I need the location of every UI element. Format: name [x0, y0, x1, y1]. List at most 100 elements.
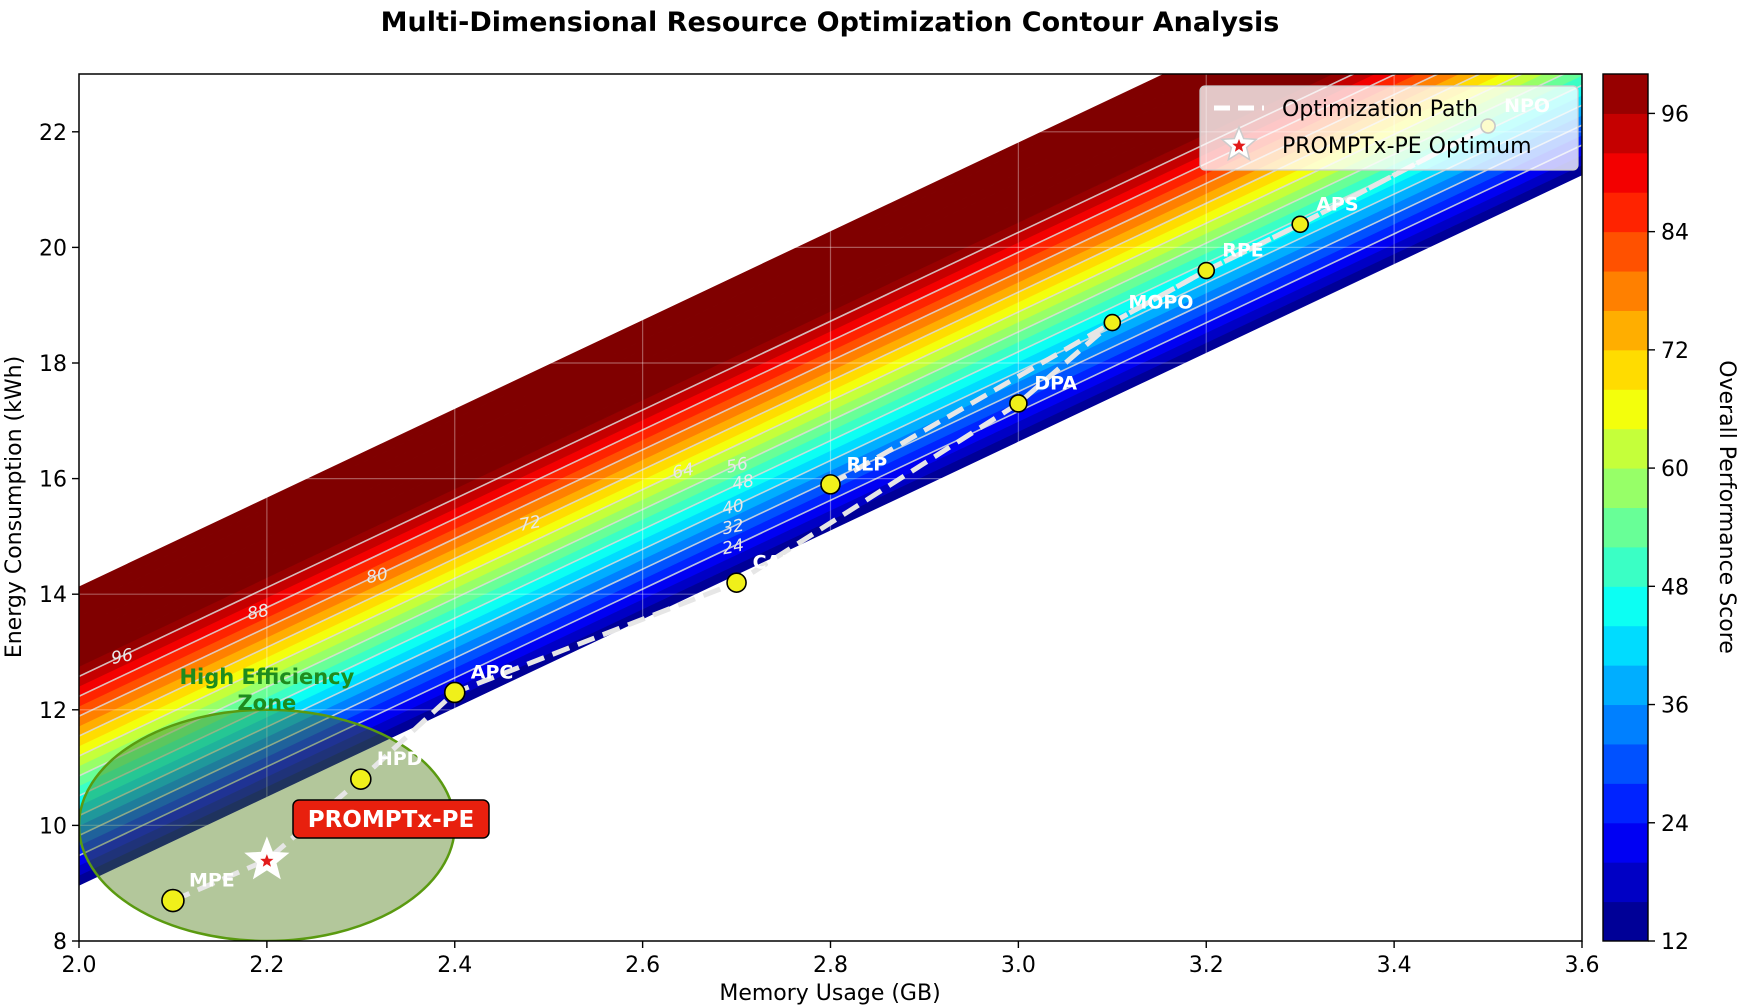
colorbar-tick-label: 12	[1661, 930, 1689, 955]
points-layer: High Efficiency Zone MPE HPD APC CAP RLP DPA MOP…	[161, 95, 1550, 913]
colorbar-tick-label: 60	[1661, 457, 1689, 482]
contour-label: 72	[518, 512, 543, 536]
colorbar-band	[1603, 310, 1648, 351]
colorbar-band	[1603, 822, 1648, 863]
contour-band	[79, 74, 1502, 747]
x-tick-label: 2.4	[437, 953, 472, 978]
zone-label-line1: High Efficiency	[179, 665, 354, 689]
optimum-label-box	[292, 799, 490, 839]
y-tick-label: 14	[39, 583, 67, 608]
colorbar-band	[1603, 389, 1648, 430]
point-label-rlp: RLP	[847, 453, 888, 475]
point-aps	[1291, 215, 1309, 234]
optimum-star-core	[260, 854, 274, 867]
colorbar-band	[1603, 862, 1648, 903]
x-axis: 2.0 2.2 2.4 2.6 2.8 3.0 3.2 3.4 3.6	[62, 941, 1600, 978]
colorbar-label: Overall Performance Score	[1714, 360, 1739, 654]
colorbar-band	[1603, 546, 1648, 587]
colorbar-band	[1603, 113, 1648, 154]
colorbar-band	[1603, 586, 1648, 627]
colorbar-band	[1603, 783, 1648, 824]
point-apc	[443, 681, 466, 704]
legend-star-core	[1232, 139, 1246, 152]
y-tick-label: 18	[39, 352, 67, 377]
colorbar-band	[1603, 349, 1648, 390]
y-tick-label: 10	[39, 814, 67, 839]
point-cap	[726, 572, 747, 593]
contour-line	[79, 74, 1566, 777]
point-label-cap: CAP	[753, 552, 796, 574]
x-tick-label: 2.0	[62, 953, 97, 978]
point-label-mpe: MPE	[189, 870, 235, 892]
y-tick-label: 16	[39, 468, 67, 493]
colorbar-band	[1603, 901, 1648, 942]
contour-band	[79, 74, 1228, 617]
contour-label: 96	[110, 645, 135, 669]
contour-label: 64	[671, 460, 696, 484]
point-label-apc: APC	[471, 661, 514, 683]
optimum-label: PROMPTx-PE	[308, 807, 475, 833]
colorbar-band	[1603, 743, 1648, 784]
colorbar-tick-label: 84	[1661, 221, 1689, 246]
colorbar-band	[1603, 192, 1648, 233]
legend-box	[1199, 85, 1579, 171]
contour-label: 56	[725, 454, 750, 478]
point-dpa	[1009, 394, 1028, 413]
zone-label-line2: Zone	[237, 691, 296, 715]
contour-band	[79, 74, 1207, 608]
grid-layer	[79, 74, 1582, 941]
point-label-hpd: HPD	[377, 748, 423, 770]
point-label-rpe: RPE	[1222, 240, 1264, 262]
colorbar-band	[1603, 231, 1648, 272]
contour-band	[79, 74, 1313, 657]
x-axis-label: Memory Usage (GB)	[719, 981, 940, 1006]
colorbar-band	[1603, 271, 1648, 311]
point-mopo	[1103, 313, 1122, 332]
legend: Optimization Path PROMPTx-PE Optimum	[1199, 85, 1579, 171]
point-hpd	[350, 768, 372, 790]
colorbar: 12 24 36 48 60 72 84 96	[1602, 73, 1689, 955]
colorbar-tick-label: 36	[1661, 694, 1689, 719]
contour-band	[79, 74, 1582, 787]
colorbar-band	[1603, 704, 1648, 745]
contour-line	[79, 144, 1582, 857]
point-label-aps: APS	[1316, 193, 1358, 215]
colorbar-band	[1603, 428, 1648, 469]
contour-label: 32	[721, 516, 746, 540]
contour-label: 80	[365, 564, 390, 588]
colorbar-band	[1603, 665, 1648, 706]
colorbar-band	[1603, 468, 1648, 508]
legend-label-path: Optimization Path	[1282, 97, 1478, 122]
y-tick-label: 8	[53, 930, 67, 955]
colorbar-tick-label: 24	[1661, 812, 1689, 837]
point-rlp	[820, 474, 841, 495]
y-tick-label: 22	[39, 121, 67, 146]
colorbar-tick-label: 72	[1661, 339, 1689, 364]
contour-band	[79, 74, 1376, 687]
contour-band	[79, 74, 1270, 637]
colorbar-band	[1603, 152, 1648, 193]
colorbar-band	[1603, 74, 1648, 114]
colorbar-tick-label: 48	[1661, 575, 1689, 600]
x-tick-label: 3.4	[1377, 953, 1412, 978]
x-tick-label: 2.6	[625, 953, 660, 978]
point-mpe	[161, 888, 185, 913]
contour-band	[79, 74, 1544, 767]
contour-band	[79, 74, 1460, 727]
colorbar-band	[1603, 625, 1648, 666]
contour-band	[79, 74, 1186, 598]
contour-label: 88	[246, 601, 271, 625]
contour-label: 40	[721, 496, 746, 520]
x-tick-label: 2.8	[813, 953, 848, 978]
contour-band	[79, 74, 1418, 707]
point-rpe	[1197, 261, 1216, 280]
contour-band	[79, 74, 1334, 667]
contour-label: 48	[731, 471, 756, 495]
point-label-mopo: MOPO	[1128, 292, 1193, 314]
y-axis: 8 10 12 14 16 18 20 22	[39, 121, 79, 955]
legend-label-optimum: PROMPTx-PE Optimum	[1282, 134, 1532, 159]
colorbar-tick-label: 96	[1661, 102, 1689, 127]
contour-line	[79, 104, 1582, 817]
zone-label: High Efficiency Zone	[179, 665, 354, 715]
